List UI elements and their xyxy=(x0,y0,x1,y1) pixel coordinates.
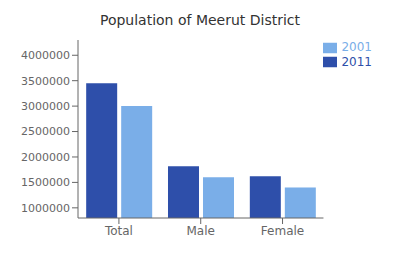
svg-text:1000000: 1000000 xyxy=(21,202,70,215)
svg-text:3500000: 3500000 xyxy=(21,75,70,88)
svg-text:2000000: 2000000 xyxy=(21,151,70,164)
svg-text:3000000: 3000000 xyxy=(21,100,70,113)
svg-text:Female: Female xyxy=(261,224,304,238)
svg-text:4000000: 4000000 xyxy=(21,49,70,62)
svg-text:Total: Total xyxy=(104,224,133,238)
html-text:Population of Meerut District: Population of Meerut District xyxy=(99,12,300,28)
svg-text:1500000: 1500000 xyxy=(21,176,70,189)
svg-text:2500000: 2500000 xyxy=(21,125,70,138)
html-text:2011: 2011 xyxy=(341,54,372,69)
svg-text:Male: Male xyxy=(187,224,215,238)
html-text:2001: 2001 xyxy=(341,40,372,54)
